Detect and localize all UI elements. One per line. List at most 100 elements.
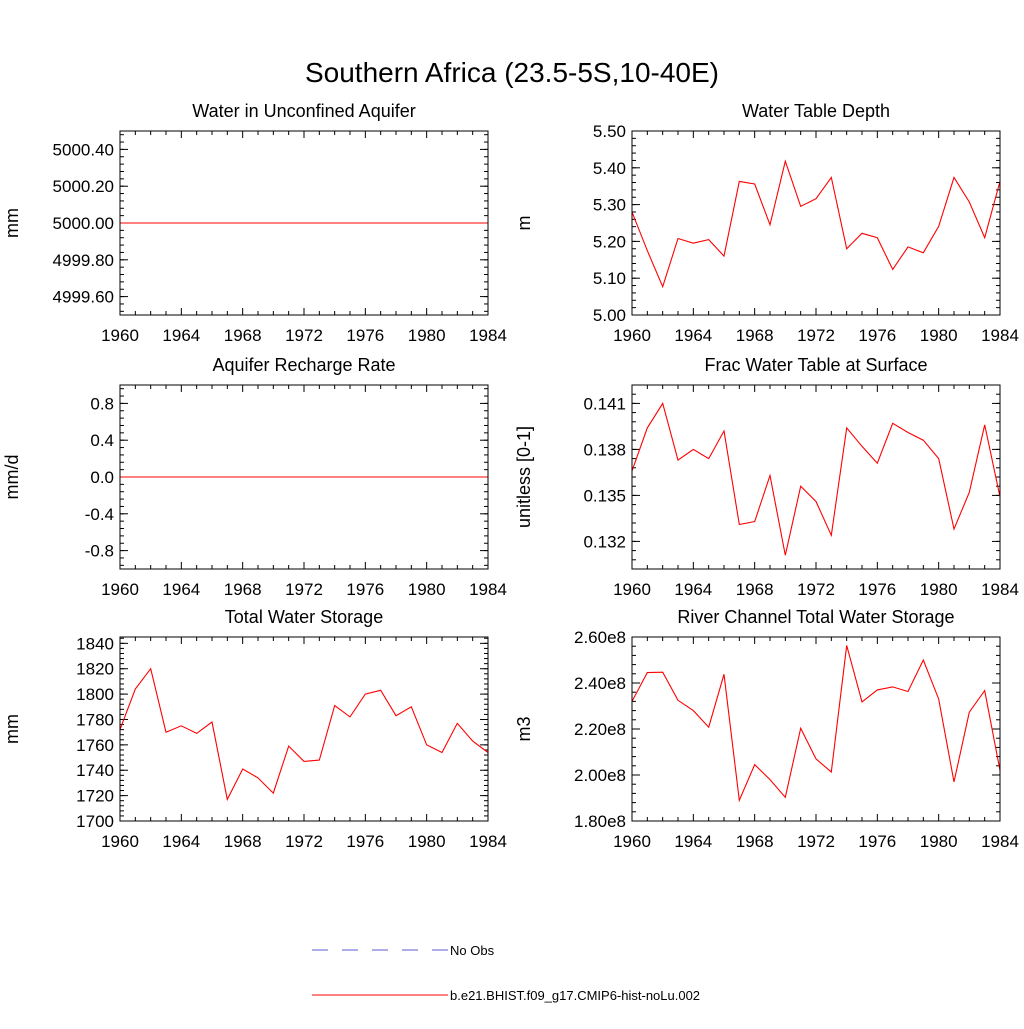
x-tick-label: 1976 (858, 580, 896, 599)
x-tick-label: 1968 (224, 832, 262, 851)
y-tick-label: 0.132 (583, 532, 626, 551)
x-tick-label: 1980 (408, 580, 446, 599)
x-tick-label: 1984 (469, 580, 507, 599)
x-tick-label: 1964 (162, 326, 200, 345)
y-tick-label: 2.60e8 (574, 628, 626, 647)
x-tick-label: 1984 (981, 580, 1019, 599)
plot-frame (631, 636, 1001, 822)
plot-frame (119, 384, 489, 570)
x-tick-label: 1960 (613, 326, 651, 345)
y-tick-label: 5000.20 (53, 177, 114, 196)
x-tick-label: 1968 (224, 580, 262, 599)
panel-3: Aquifer Recharge Rate mm/d 1960 1964 1968 197… (2, 355, 507, 599)
y-tick-label: 1720 (76, 787, 114, 806)
panel-5: Total Water Storage mm 1960 1964 1968 1972 197… (2, 607, 507, 851)
series-line (631, 159, 1001, 289)
x-tick-label: 1980 (920, 580, 958, 599)
y-axis-label: m3 (514, 716, 534, 741)
panel-title: Water Table Depth (742, 101, 890, 121)
y-tick-label: 5.20 (593, 232, 626, 251)
plot-frame (119, 636, 489, 822)
x-tick-label: 1972 (797, 832, 835, 851)
x-tick-label: 1960 (101, 580, 139, 599)
y-tick-label: 5000.00 (53, 214, 114, 233)
x-tick-label: 1976 (346, 832, 384, 851)
panels: Water in Unconfined Aquifer mm 1960 1964 196… (2, 101, 1019, 851)
y-axis-label: m (514, 216, 534, 231)
y-tick-label: 1780 (76, 710, 114, 729)
x-tick-label: 1960 (101, 326, 139, 345)
panel-1: Water in Unconfined Aquifer mm 1960 1964 196… (2, 101, 507, 345)
x-tick-label: 1968 (736, 326, 774, 345)
legend-label-no-obs: No Obs (450, 943, 495, 958)
x-tick-label: 1968 (736, 832, 774, 851)
y-tick-label: 2.00e8 (574, 766, 626, 785)
x-tick-label: 1972 (797, 326, 835, 345)
panel-2: Water Table Depth m 1960 1964 1968 1972 1976 19… (514, 101, 1019, 345)
y-tick-label: 4999.60 (53, 288, 114, 307)
y-tick-label: 5.10 (593, 269, 626, 288)
x-tick-label: 1972 (285, 326, 323, 345)
y-tick-label: 0.4 (90, 431, 114, 450)
figure-title: Southern Africa (23.5-5S,10-40E) (305, 57, 719, 88)
x-tick-label: 1984 (981, 326, 1019, 345)
x-tick-label: 1960 (613, 580, 651, 599)
x-tick-label: 1972 (285, 832, 323, 851)
panel-4: Frac Water Table at Surface unitless [0-1… (514, 355, 1019, 599)
x-tick-label: 1976 (858, 326, 896, 345)
x-tick-label: 1972 (797, 580, 835, 599)
y-tick-label: 0.135 (583, 486, 626, 505)
y-tick-label: 5.50 (593, 122, 626, 141)
x-tick-label: 1964 (674, 326, 712, 345)
series-line (631, 645, 1001, 803)
x-tick-label: 1964 (162, 832, 200, 851)
y-tick-label: -0.4 (85, 505, 114, 524)
plot-frame (631, 384, 1001, 570)
y-axis-label: unitless [0-1] (514, 426, 534, 528)
y-tick-label: 1820 (76, 660, 114, 679)
x-tick-label: 1964 (162, 580, 200, 599)
x-tick-label: 1980 (920, 832, 958, 851)
y-tick-label: 5.00 (593, 306, 626, 325)
y-tick-label: 1840 (76, 634, 114, 653)
x-tick-label: 1960 (101, 832, 139, 851)
y-tick-label: 5.30 (593, 196, 626, 215)
y-tick-label: 1760 (76, 736, 114, 755)
x-tick-label: 1980 (920, 326, 958, 345)
x-tick-label: 1976 (346, 326, 384, 345)
series-line (119, 667, 489, 802)
x-tick-label: 1968 (736, 580, 774, 599)
y-axis-label: mm/d (2, 455, 22, 500)
y-tick-label: 2.40e8 (574, 674, 626, 693)
x-tick-label: 1976 (346, 580, 384, 599)
y-tick-label: -0.8 (85, 542, 114, 561)
x-tick-label: 1980 (408, 326, 446, 345)
y-tick-label: 5.40 (593, 159, 626, 178)
y-tick-label: 0.0 (90, 468, 114, 487)
x-tick-label: 1984 (469, 832, 507, 851)
plot-frame (631, 130, 1001, 316)
y-axis-label: mm (2, 714, 22, 744)
y-tick-label: 1700 (76, 812, 114, 831)
y-tick-label: 2.20e8 (574, 720, 626, 739)
x-tick-label: 1976 (858, 832, 896, 851)
panel-title: Frac Water Table at Surface (704, 355, 927, 375)
x-tick-label: 1968 (224, 326, 262, 345)
series-line (631, 402, 1001, 556)
legend: No Obs b.e21.BHIST.f09_g17.CMIP6-hist-noL… (312, 943, 700, 1003)
x-tick-label: 1960 (613, 832, 651, 851)
y-tick-label: 1740 (76, 761, 114, 780)
y-tick-label: 1.80e8 (574, 812, 626, 831)
x-tick-label: 1984 (469, 326, 507, 345)
x-tick-label: 1972 (285, 580, 323, 599)
y-tick-label: 1800 (76, 685, 114, 704)
y-axis-label: mm (2, 208, 22, 238)
panel-title: Total Water Storage (225, 607, 383, 627)
panel-title: Water in Unconfined Aquifer (192, 101, 415, 121)
x-tick-label: 1984 (981, 832, 1019, 851)
y-tick-label: 0.8 (90, 394, 114, 413)
x-tick-label: 1964 (674, 580, 712, 599)
